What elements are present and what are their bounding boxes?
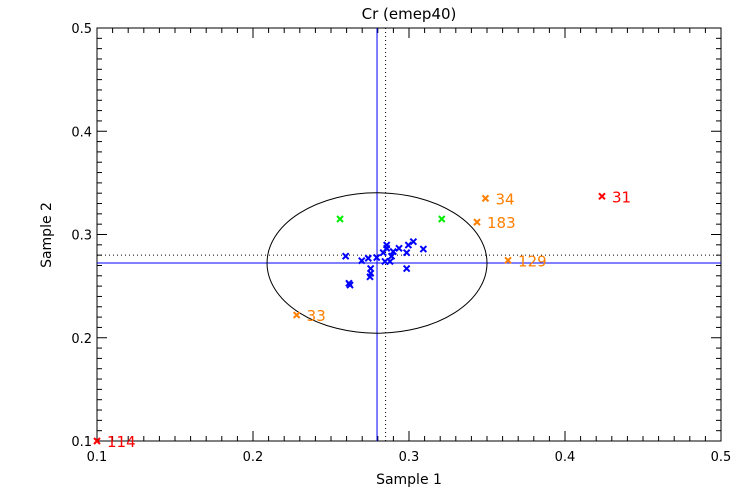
blue-point [358,257,366,265]
red-point: 114 [93,433,136,451]
blue-point [386,257,394,266]
blue-point [395,244,403,253]
green-point [438,215,446,223]
x-marker [473,218,481,226]
x-marker [292,311,301,319]
x-marker [395,244,403,253]
blue-point [364,254,372,262]
x-marker [379,248,387,257]
y-tick-label: 0.4 [71,125,92,140]
x-marker [364,254,372,262]
blue-point [366,273,374,281]
plot-frame [96,27,722,442]
axis-ticks [96,27,722,442]
x-marker [346,281,354,289]
blue-point [341,252,350,260]
blue-point [419,245,428,253]
x-tick-label: 0.2 [243,450,264,465]
x-marker [358,257,366,265]
x-marker [336,215,344,223]
blue-point [379,248,387,257]
x-marker [481,194,490,203]
x-tick-label: 0.3 [399,450,420,465]
x-tick-label: 0.4 [555,450,576,465]
y-tick-label: 0.2 [71,332,92,347]
point-label: 33 [307,307,326,325]
x-marker [438,215,446,223]
y-axis-label: Sample 2 [39,202,55,268]
blue-point [402,248,411,257]
blue-point [404,241,413,249]
y-tick-label: 0.1 [71,435,92,450]
x-marker [93,437,101,445]
orange-point: 183 [473,214,516,232]
green-point [336,215,344,223]
reference-lines [97,28,721,441]
x-marker [386,257,394,266]
chart-title: Cr (emep40) [362,5,457,23]
confidence-ellipse [266,192,488,334]
point-label: 114 [107,433,136,451]
point-label: 129 [518,252,547,270]
blue-point [389,247,397,256]
x-marker [598,192,606,201]
y-tick-label: 0.5 [71,22,92,37]
x-marker [389,247,397,256]
blue-point [346,281,354,289]
orange-point: 129 [504,252,547,270]
data-points: 34 183 129 33 31 114 [93,188,631,451]
orange-point: 34 [481,190,515,208]
x-marker [366,273,374,281]
x-tick-label: 0.1 [87,450,108,465]
x-marker [402,248,411,257]
blue-point [387,252,396,260]
x-marker [409,238,418,246]
blue-point [373,253,381,262]
x-marker [504,256,512,265]
point-label: 183 [487,214,516,232]
x-marker [387,252,396,260]
blue-point [409,238,418,246]
x-marker [373,253,381,262]
x-marker [404,241,413,249]
x-marker [402,264,411,273]
point-label: 34 [495,190,514,208]
orange-point: 33 [292,307,326,325]
red-point: 31 [598,188,631,206]
y-tick-label: 0.3 [71,229,92,244]
x-axis-label: Sample 1 [376,472,442,488]
tick-labels: 0.10.1 0.2 0.2 0.3 0.3 0.4 0.4 0.5 0.5 [71,22,731,465]
x-marker [341,252,350,260]
x-marker [419,245,428,253]
blue-point [402,264,411,273]
point-label: 31 [612,188,631,206]
x-tick-label: 0.5 [711,450,732,465]
